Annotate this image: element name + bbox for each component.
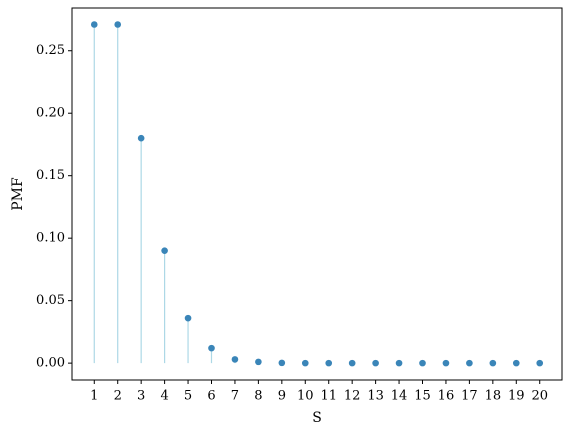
x-tick-label: 6 [207, 389, 215, 404]
marker [184, 314, 192, 322]
x-tick-label: 11 [320, 389, 337, 404]
axes-frame [71, 7, 563, 381]
x-tick-label: 12 [344, 389, 361, 404]
x-tick-label: 8 [254, 389, 262, 404]
marker [114, 21, 122, 28]
x-tick-label: 20 [531, 389, 548, 404]
x-tick-label: 15 [414, 389, 431, 404]
marker [419, 359, 426, 367]
marker [90, 21, 98, 28]
marker [231, 356, 239, 363]
marker [395, 359, 403, 367]
y-tick-label: 0.25 [36, 43, 65, 58]
marker [512, 359, 520, 367]
marker [536, 359, 544, 367]
x-tick-label: 10 [297, 389, 314, 404]
x-tick-label: 4 [160, 389, 168, 404]
x-axis-label: S [312, 410, 322, 426]
x-tick-label: 2 [114, 389, 122, 404]
x-tick-label: 13 [367, 389, 384, 404]
marker [301, 359, 309, 367]
x-tick-label: 7 [231, 389, 239, 404]
y-tick-label: 0.20 [36, 106, 65, 121]
y-tick-label: 0.05 [36, 293, 65, 308]
x-tick-label: 5 [184, 389, 192, 404]
x-tick-label: 1 [90, 389, 98, 404]
x-tick-label: 9 [278, 389, 286, 404]
marker [348, 359, 356, 367]
marker [137, 134, 145, 142]
x-tick-label: 3 [137, 389, 145, 404]
x-tick-label: 17 [461, 389, 478, 404]
y-tick-label: 0.00 [36, 356, 65, 371]
y-tick-label: 0.15 [36, 168, 65, 183]
marker [278, 359, 286, 367]
marker [466, 359, 473, 367]
y-axis-label: PMF [10, 177, 26, 211]
marker [489, 359, 497, 367]
marker [325, 359, 333, 367]
x-tick-label: 18 [485, 389, 502, 404]
x-tick-label: 14 [391, 389, 408, 404]
x-tick-label: 19 [508, 389, 525, 404]
marker [255, 358, 262, 366]
marker [372, 359, 379, 367]
x-tick-label: 16 [438, 389, 455, 404]
y-tick-label: 0.10 [36, 231, 65, 246]
marker [208, 344, 215, 352]
marker [161, 247, 168, 254]
marker [442, 359, 450, 367]
